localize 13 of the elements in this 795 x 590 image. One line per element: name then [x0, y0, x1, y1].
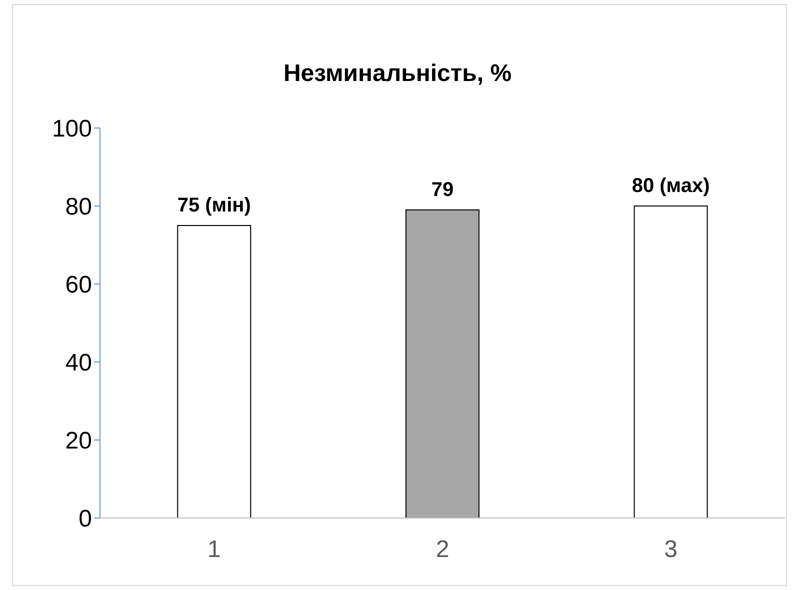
x-tick-label: 1	[207, 536, 221, 564]
y-tick-label: 0	[78, 506, 92, 533]
y-tick-label: 100	[52, 116, 92, 143]
data-label: 75 (мін)	[177, 194, 251, 216]
y-tick-label: 40	[65, 350, 92, 377]
data-label: 80 (мах)	[632, 175, 710, 197]
x-tick-label: 3	[664, 536, 678, 564]
y-tick-label: 60	[65, 272, 92, 299]
y-tick-label: 20	[65, 428, 92, 455]
y-tick-label: 80	[65, 194, 92, 221]
data-label: 79	[431, 178, 454, 201]
x-tick-label: 2	[436, 536, 450, 564]
chart-title: Незминальність, %	[282, 60, 513, 88]
